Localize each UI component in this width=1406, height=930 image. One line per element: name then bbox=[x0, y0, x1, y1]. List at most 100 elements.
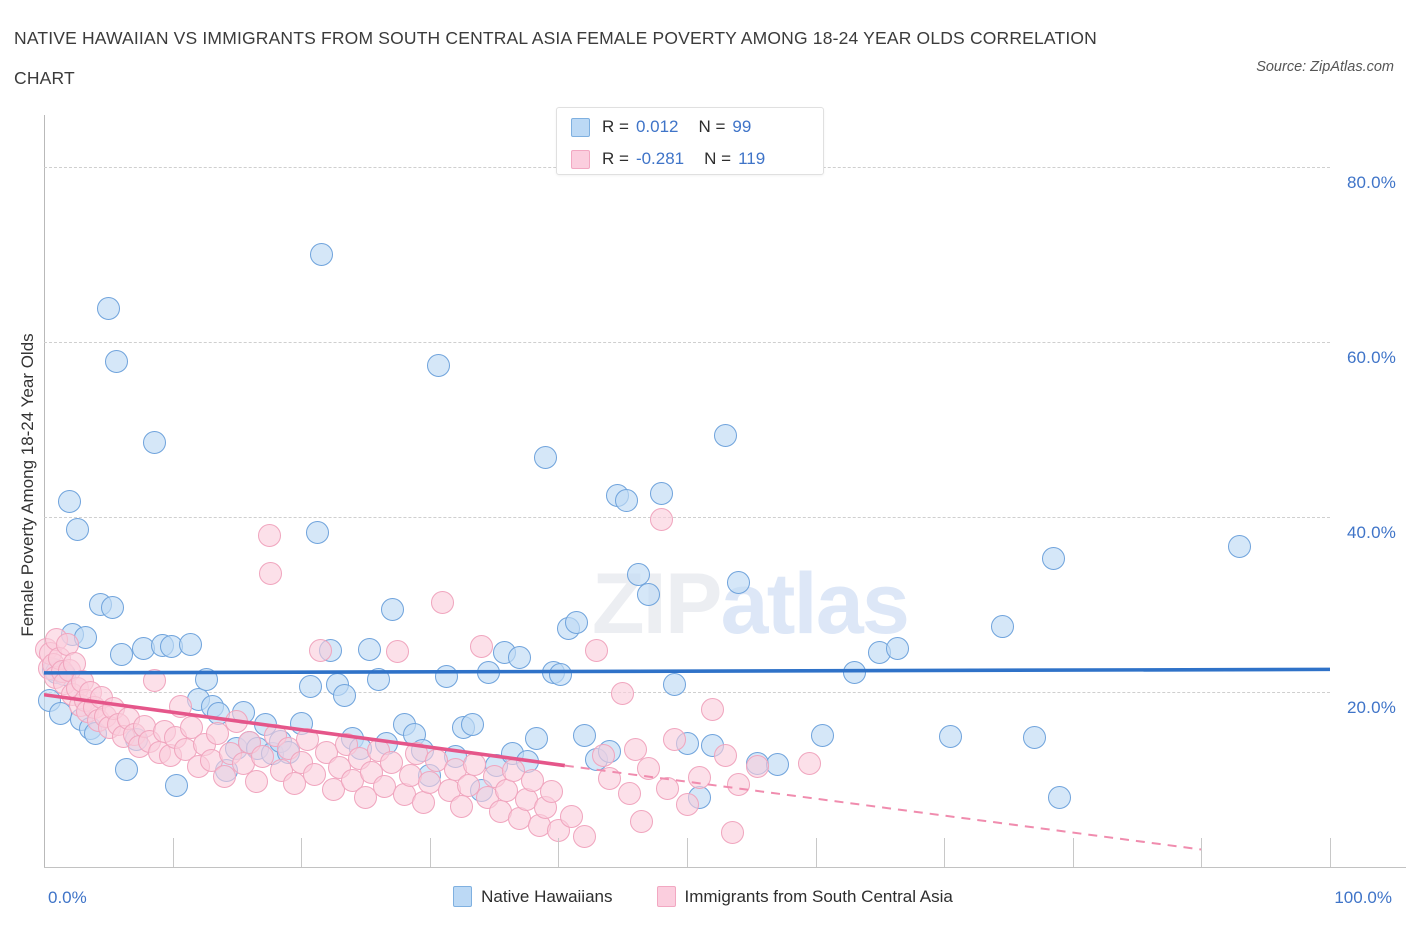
data-point bbox=[559, 804, 583, 828]
data-point bbox=[96, 296, 120, 320]
data-point bbox=[990, 615, 1014, 639]
x-tick-30 bbox=[429, 838, 431, 867]
x-axis-line bbox=[44, 867, 1406, 868]
data-point bbox=[258, 561, 282, 585]
data-point bbox=[598, 767, 622, 791]
data-point bbox=[435, 664, 459, 688]
data-point bbox=[1048, 786, 1072, 810]
watermark-atlas: atlas bbox=[720, 556, 910, 652]
x-tick-10 bbox=[172, 838, 174, 867]
data-point bbox=[797, 752, 821, 776]
data-point bbox=[726, 571, 750, 595]
x-tick-20 bbox=[301, 838, 303, 867]
r-label-blue: R = bbox=[602, 117, 629, 136]
data-point bbox=[714, 424, 738, 448]
series-swatch-blue bbox=[453, 886, 473, 907]
data-point bbox=[636, 582, 660, 606]
data-point bbox=[636, 756, 660, 780]
data-point bbox=[357, 637, 381, 661]
x-tick-60 bbox=[815, 838, 817, 867]
data-point bbox=[714, 743, 738, 767]
data-point bbox=[366, 667, 390, 691]
data-point bbox=[143, 669, 167, 693]
y-tick-label-60: 60.0% bbox=[1346, 348, 1396, 368]
data-point bbox=[411, 790, 435, 814]
title-line-2: CHART bbox=[14, 68, 75, 88]
data-point bbox=[298, 675, 322, 699]
r-value-blue: 0.012 bbox=[635, 117, 679, 136]
data-point bbox=[460, 712, 484, 736]
data-point bbox=[381, 598, 404, 622]
data-point bbox=[310, 242, 334, 266]
data-point bbox=[720, 820, 744, 844]
data-point bbox=[1022, 726, 1046, 750]
x-tick-40 bbox=[558, 838, 560, 867]
data-point bbox=[244, 769, 268, 793]
data-point bbox=[283, 772, 307, 796]
data-point bbox=[675, 792, 699, 816]
data-point bbox=[624, 738, 648, 762]
x-axis-max-label: 100.0% bbox=[1334, 888, 1392, 907]
watermark-zip: ZIP bbox=[592, 556, 722, 652]
legend-row-native-hawaiians: R = 0.012 N = 99 bbox=[571, 114, 823, 140]
series-legend: Native Hawaiians Immigrants from South C… bbox=[0, 886, 1406, 907]
y-tick-label-20: 20.0% bbox=[1346, 698, 1396, 718]
data-point bbox=[701, 698, 725, 722]
data-point bbox=[143, 430, 167, 454]
title-line-1: NATIVE HAWAIIAN VS IMMIGRANTS FROM SOUTH… bbox=[14, 28, 1097, 48]
data-point bbox=[333, 684, 357, 708]
legend-item-immigrants[interactable]: Immigrants from South Central Asia bbox=[656, 886, 953, 907]
data-point bbox=[521, 768, 545, 792]
series-label-blue: Native Hawaiians bbox=[481, 886, 613, 906]
data-point bbox=[104, 350, 128, 374]
data-point bbox=[1042, 546, 1065, 570]
n-label-blue: N = bbox=[698, 117, 726, 136]
data-point bbox=[114, 757, 138, 781]
x-tick-100 bbox=[1330, 838, 1331, 867]
data-point bbox=[656, 776, 680, 800]
data-point bbox=[617, 782, 641, 806]
data-point bbox=[427, 354, 451, 378]
legend-swatch-blue bbox=[571, 117, 590, 137]
series-swatch-pink bbox=[656, 886, 676, 907]
x-tick-70 bbox=[944, 838, 946, 867]
data-point bbox=[65, 517, 89, 541]
data-point bbox=[100, 595, 124, 619]
data-point bbox=[179, 632, 203, 656]
data-point bbox=[591, 744, 615, 768]
data-point bbox=[194, 667, 218, 691]
data-point bbox=[164, 774, 188, 798]
data-point bbox=[649, 482, 673, 506]
data-point bbox=[649, 508, 673, 532]
data-point bbox=[572, 724, 596, 748]
data-point bbox=[810, 724, 834, 748]
data-point bbox=[939, 725, 963, 749]
y-tick-label-40: 40.0% bbox=[1346, 523, 1396, 543]
page-title: NATIVE HAWAIIAN VS IMMIGRANTS FROM SOUTH… bbox=[14, 18, 1194, 98]
data-point bbox=[386, 640, 410, 664]
data-point bbox=[431, 590, 455, 614]
gridline-60 bbox=[44, 342, 1330, 344]
legend-row-immigrants: R = -0.281 N = 119 bbox=[571, 146, 823, 172]
trend-line-native-hawaiians bbox=[44, 667, 1330, 675]
data-point bbox=[726, 773, 750, 797]
r-value-pink: -0.281 bbox=[635, 149, 685, 168]
y-axis-title: Female Poverty Among 18-24 Year Olds bbox=[18, 333, 37, 637]
zipatlas-watermark: ZIPatlas bbox=[592, 555, 910, 654]
n-value-pink: 119 bbox=[738, 149, 766, 168]
data-point bbox=[688, 766, 712, 790]
data-point bbox=[477, 660, 501, 684]
data-point bbox=[886, 636, 910, 660]
x-tick-50 bbox=[687, 838, 688, 867]
data-point bbox=[109, 643, 133, 667]
data-point bbox=[540, 780, 564, 804]
x-tick-80 bbox=[1072, 838, 1074, 867]
data-point bbox=[662, 727, 686, 751]
data-point bbox=[308, 638, 332, 662]
data-point bbox=[354, 786, 377, 810]
gridline-20 bbox=[44, 692, 1330, 694]
data-point bbox=[168, 694, 192, 718]
data-point bbox=[525, 726, 549, 750]
data-point bbox=[450, 795, 474, 819]
legend-item-native-hawaiians[interactable]: Native Hawaiians bbox=[453, 886, 613, 907]
